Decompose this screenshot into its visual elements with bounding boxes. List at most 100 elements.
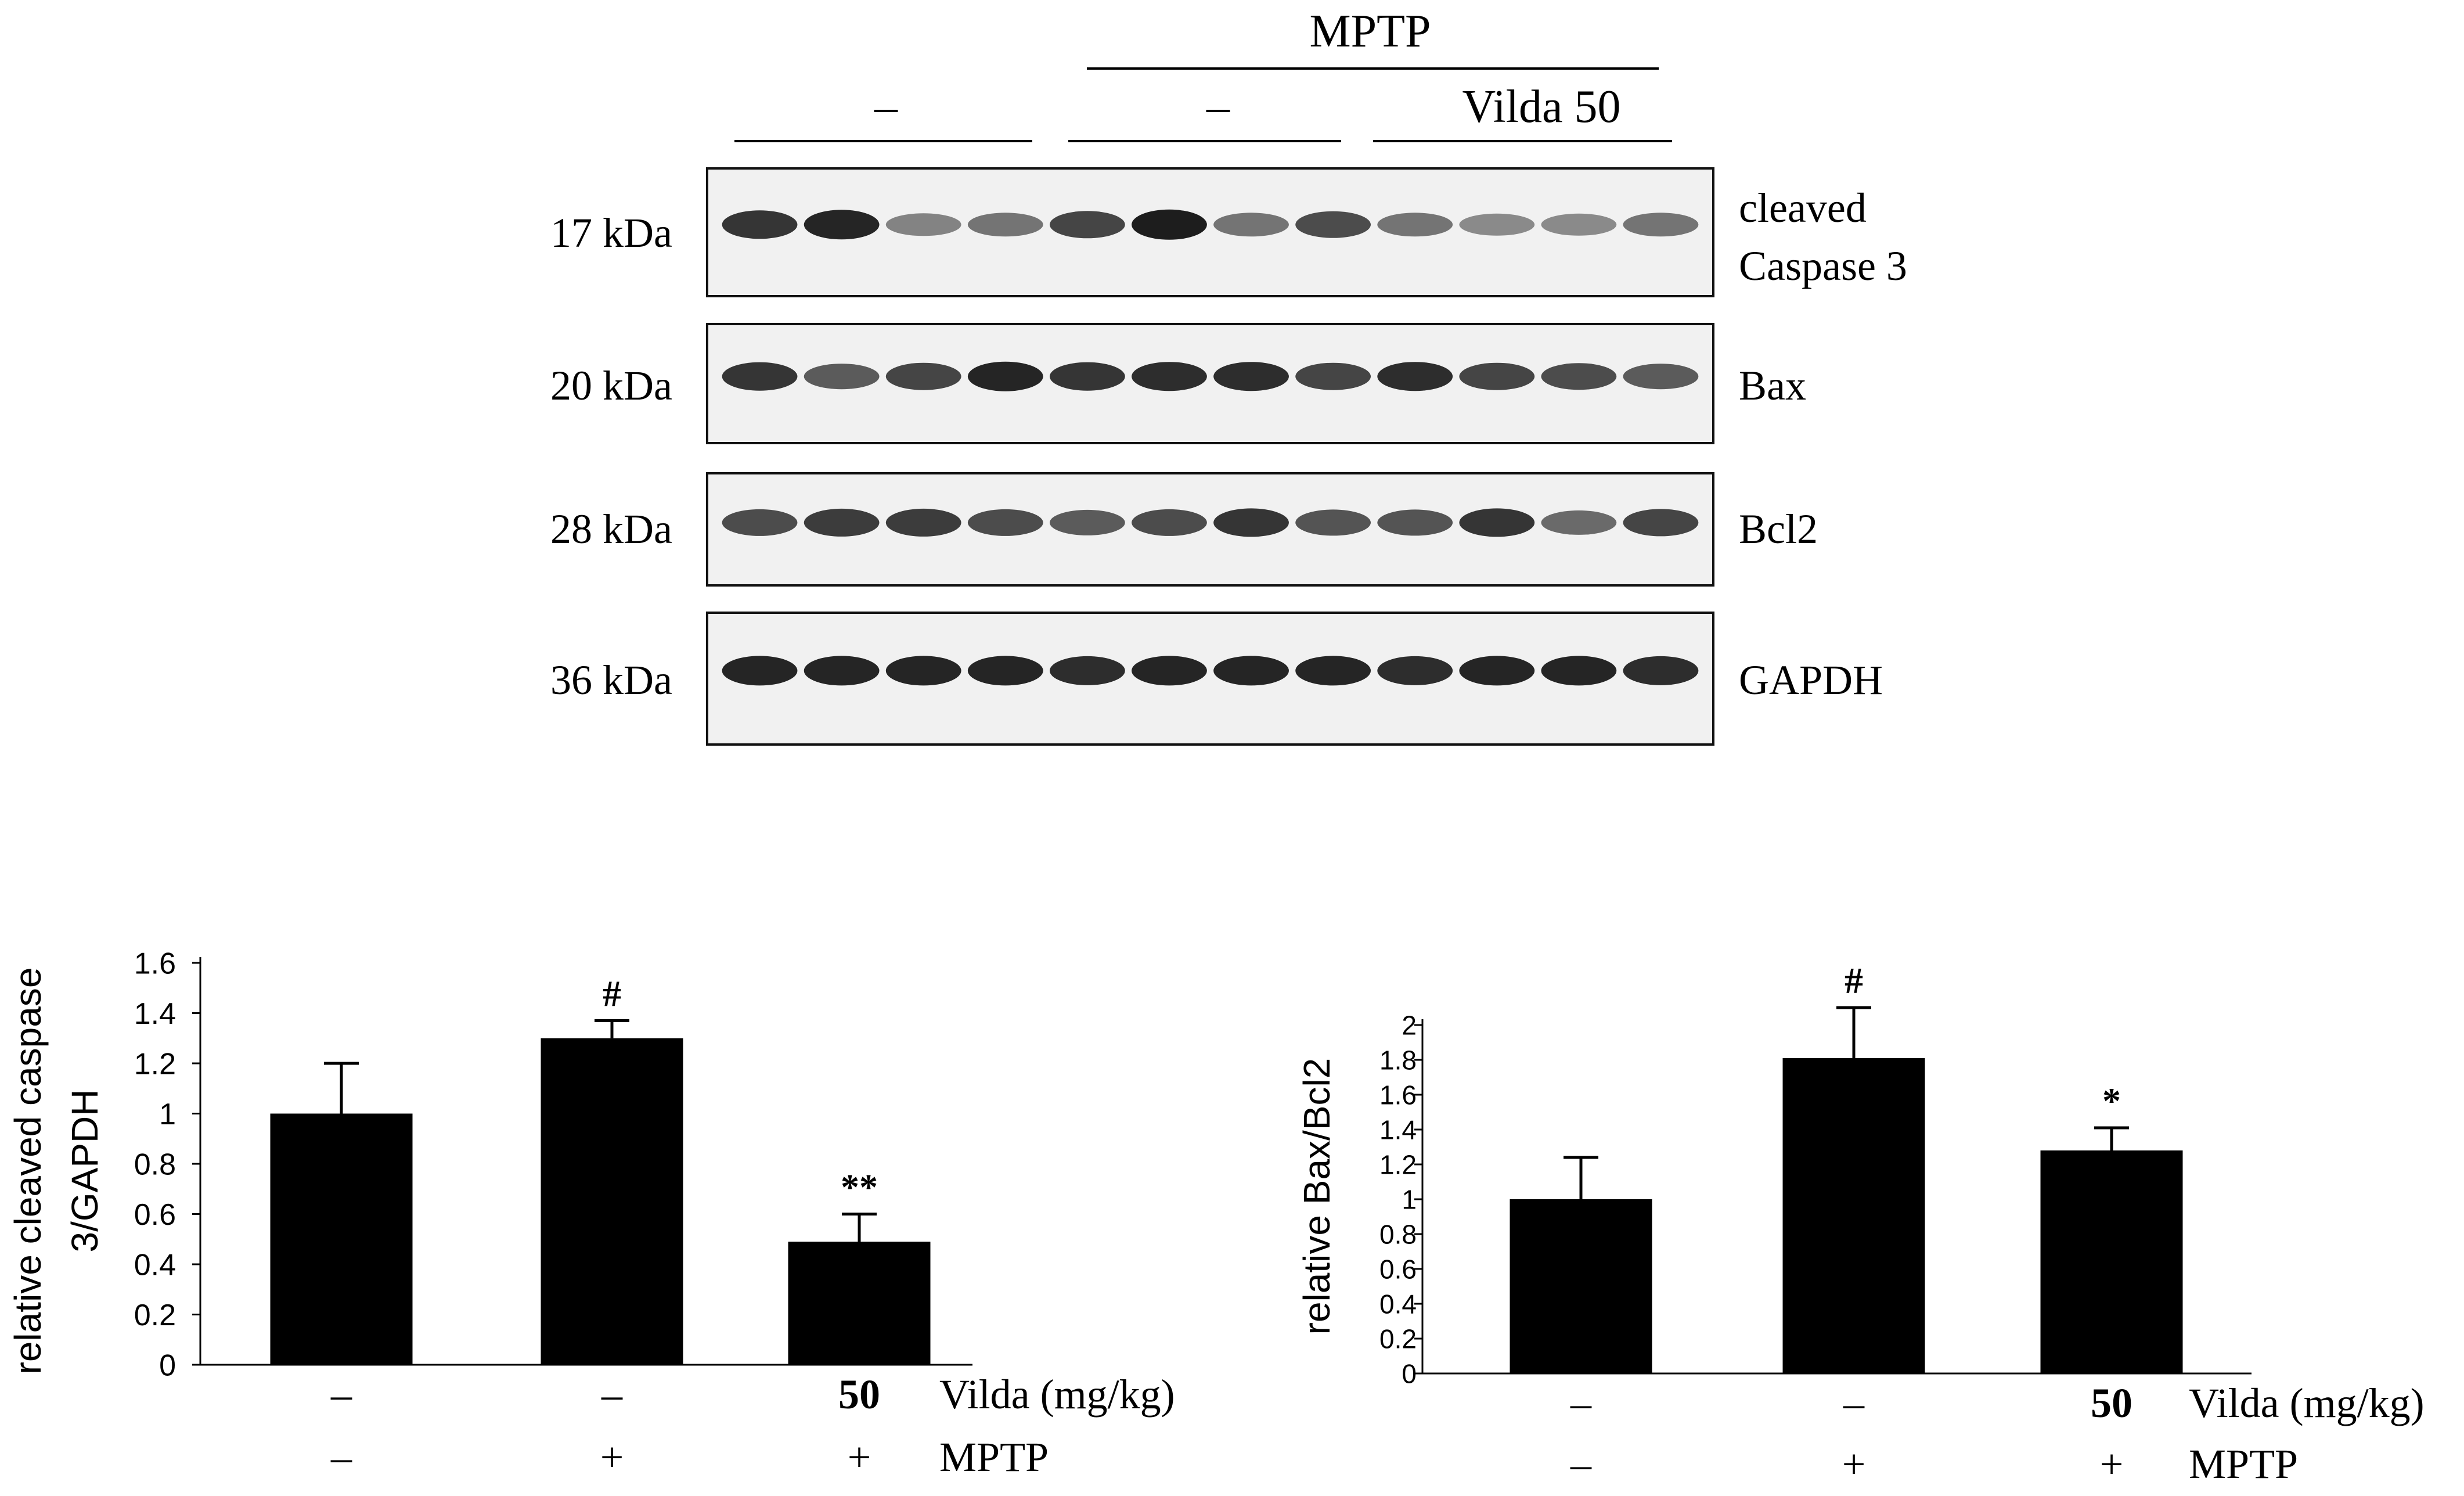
- mw-label-3: 36 kDa: [550, 657, 672, 703]
- band-p3-lane11: [1541, 656, 1617, 686]
- band-p0-lane1: [722, 210, 798, 239]
- y-tick-label-5: 1: [159, 1098, 176, 1131]
- condition-rows: – – 50 – + + Vilda (mg/kg) MPTP: [330, 1371, 1175, 1480]
- protein-label-1: Bax: [1739, 362, 1806, 409]
- band-p0-lane12: [1623, 213, 1699, 237]
- band-p0-lane10: [1459, 213, 1535, 236]
- band-p3-lane6: [1132, 656, 1207, 686]
- y-tick-label-5: 1: [1402, 1185, 1417, 1215]
- y-tick-label-2: 0.4: [134, 1249, 176, 1282]
- band-p3-lane9: [1377, 656, 1453, 685]
- significance-label-1: #: [603, 973, 621, 1014]
- band-p1-lane7: [1213, 362, 1289, 391]
- protein-label-3: GAPDH: [1739, 657, 1883, 703]
- band-p2-lane7: [1213, 508, 1289, 537]
- vilda-dose-1: –: [1843, 1380, 1865, 1426]
- band-p2-lane3: [885, 508, 961, 537]
- band-p3-lane5: [1049, 656, 1125, 685]
- mw-label-0: 17 kDa: [550, 210, 672, 256]
- bar-2: [2040, 1150, 2183, 1373]
- band-p3-lane8: [1295, 656, 1371, 686]
- band-p0-lane11: [1541, 213, 1617, 236]
- band-p2-lane5: [1049, 509, 1125, 535]
- bars: # **: [270, 973, 931, 1365]
- y-tick-label-8: 1.6: [1379, 1080, 1417, 1110]
- y-tick-label-7: 1.4: [1379, 1115, 1417, 1145]
- bar-1: [1782, 1058, 1925, 1373]
- mptp-status-0: –: [1570, 1441, 1592, 1487]
- band-p0-lane2: [804, 210, 880, 240]
- vilda-dose-1: –: [601, 1371, 623, 1418]
- band-p3-lane10: [1459, 656, 1535, 686]
- y-axis-ticks: 0 0.2 0.4 0.6 0.8 1 1.2 1.4 1.6: [134, 947, 200, 1383]
- lane-group-label-mptp: –: [1206, 81, 1230, 132]
- band-p1-lane11: [1541, 363, 1617, 390]
- band-p3-lane2: [804, 656, 880, 686]
- y-tick-label-1: 0.2: [1379, 1324, 1417, 1354]
- axes: [199, 957, 972, 1366]
- band-p3-lane12: [1623, 656, 1699, 685]
- bar-1: [541, 1038, 683, 1365]
- band-p0-lane5: [1049, 211, 1125, 239]
- band-p2-lane11: [1541, 510, 1617, 535]
- y-tick-label-0: 0: [1402, 1359, 1417, 1389]
- vilda-row-label: Vilda (mg/kg): [2189, 1380, 2425, 1426]
- western-blot: MPTP – – Vilda 50 17 kDa cleaved Caspase 3…: [550, 6, 1907, 746]
- band-p0-lane3: [885, 213, 961, 236]
- y-tick-label-1: 0.2: [134, 1299, 176, 1332]
- chart-bax-bcl2: relative Bax/Bcl2 0 0.2 0.4 0.6 0.8 1 1.2 1.4 1.…: [1296, 960, 2425, 1487]
- mptp-status-2: +: [2100, 1441, 2124, 1487]
- mptp-row-label: MPTP: [2189, 1441, 2298, 1487]
- mw-label-1: 20 kDa: [550, 362, 672, 409]
- band-p3-lane4: [967, 656, 1043, 686]
- mptp-status-2: +: [848, 1434, 871, 1480]
- mw-label-2: 28 kDa: [550, 506, 672, 552]
- y-tick-label-8: 1.6: [134, 947, 176, 981]
- band-p1-lane10: [1459, 362, 1535, 390]
- band-p2-lane6: [1132, 509, 1207, 536]
- band-p1-lane3: [885, 362, 961, 390]
- band-p0-lane6: [1132, 209, 1207, 240]
- y-tick-label-6: 1.2: [1379, 1150, 1417, 1180]
- band-p2-lane10: [1459, 508, 1535, 537]
- band-p1-lane1: [722, 362, 798, 391]
- lane-group-label-control: –: [874, 81, 898, 132]
- lane-group-label-vilda: Vilda 50: [1462, 81, 1621, 132]
- band-p0-lane4: [967, 213, 1043, 237]
- y-axis-label-line1: relative Bax/Bcl2: [1296, 1058, 1338, 1335]
- y-tick-label-2: 0.4: [1379, 1289, 1417, 1319]
- band-p0-lane9: [1377, 213, 1453, 237]
- mptp-status-0: –: [330, 1434, 352, 1480]
- band-p2-lane4: [967, 509, 1043, 536]
- blot-panels: 17 kDa cleaved Caspase 3 20 kDa Bax 28 kDa Bcl…: [550, 167, 1907, 746]
- mptp-status-1: +: [600, 1434, 624, 1480]
- significance-label-2: **: [841, 1167, 878, 1208]
- bars: #*: [1510, 960, 2183, 1373]
- vilda-dose-2: 50: [2091, 1380, 2132, 1426]
- y-axis-label-line1: relative cleaved caspase: [7, 968, 49, 1375]
- y-tick-label-6: 1.2: [134, 1048, 176, 1081]
- band-p1-lane5: [1049, 362, 1125, 391]
- bar-2: [788, 1242, 931, 1365]
- chart-caspase3: relative cleaved caspase 3/GAPDH 0 0.2 0.4…: [7, 947, 1175, 1480]
- y-tick-label-4: 0.8: [134, 1148, 176, 1182]
- blot-panel-3: [706, 612, 1714, 746]
- condition-rows: – – 50 – + + Vilda (mg/kg) MPTP: [1570, 1380, 2425, 1487]
- band-p3-lane7: [1213, 656, 1289, 686]
- band-p2-lane1: [722, 509, 798, 536]
- band-p1-lane12: [1623, 364, 1699, 390]
- band-p1-lane4: [967, 361, 1043, 391]
- band-p3-lane3: [885, 656, 961, 686]
- blot-panel-0: [706, 167, 1714, 297]
- protein-label-2: Bcl2: [1739, 506, 1818, 552]
- protein-label-0-line2: Caspase 3: [1739, 243, 1907, 289]
- y-tick-label-4: 0.8: [1379, 1220, 1417, 1250]
- bar-0: [1510, 1199, 1652, 1373]
- band-p0-lane7: [1213, 213, 1289, 237]
- band-p1-lane8: [1295, 362, 1371, 390]
- protein-label-0: cleaved: [1739, 185, 1867, 231]
- mptp-row-label: MPTP: [939, 1434, 1049, 1480]
- band-p3-lane1: [722, 656, 798, 686]
- band-p2-lane2: [804, 508, 880, 537]
